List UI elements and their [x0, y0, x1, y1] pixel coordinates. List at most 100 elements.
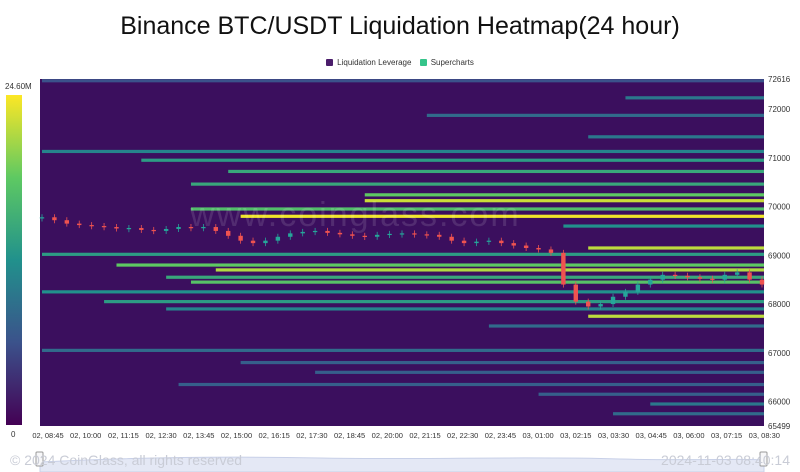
liquidation-band: [538, 392, 764, 396]
x-tick-label: 03, 03:30: [598, 431, 629, 440]
legend-label-supercharts: Supercharts: [430, 58, 474, 67]
x-axis: 02, 08:45 02, 10:00 02, 11:15 02, 12:30 02, …: [32, 431, 780, 440]
candle: [412, 233, 417, 235]
liquidation-band: [116, 263, 764, 267]
liquidation-band: [613, 412, 764, 416]
liquidation-band: [650, 402, 764, 406]
x-tick-label: 02, 13:45: [183, 431, 214, 440]
liquidation-band: [588, 314, 764, 318]
candle: [685, 275, 690, 278]
candle: [188, 227, 194, 229]
y-tick-label: 67000: [768, 349, 791, 358]
candle: [759, 279, 765, 285]
y-tick-label: 65499: [768, 422, 791, 431]
y-tick-label: 68000: [768, 300, 791, 309]
candle: [151, 229, 156, 232]
candle: [511, 243, 516, 246]
candle: [635, 284, 641, 292]
x-tick-label: 02, 11:15: [108, 431, 139, 440]
x-tick-label: 02, 08:45: [32, 431, 63, 440]
candle: [300, 231, 305, 234]
y-tick-label: 72000: [768, 105, 791, 114]
candle: [263, 240, 268, 244]
plot-background: [40, 79, 764, 426]
footer-copyright: © 2024 CoinGlass, all rights reserved: [10, 452, 243, 468]
candle: [275, 236, 281, 241]
chart-title: Binance BTC/USDT Liquidation Heatmap(24 …: [120, 12, 680, 40]
candle: [39, 217, 45, 219]
y-tick-label: 72616: [768, 75, 791, 84]
liquidation-band: [42, 290, 764, 294]
candle: [312, 230, 318, 233]
liquidation-band: [166, 275, 764, 279]
liquidation-band: [563, 224, 764, 228]
range-navigator[interactable]: [39, 456, 765, 472]
price-candles: [39, 214, 765, 310]
x-tick-label: 02, 12:30: [145, 431, 176, 440]
liquidation-band: [141, 158, 764, 162]
liquidation-band: [42, 79, 764, 83]
legend-item-supercharts[interactable]: Supercharts: [419, 58, 474, 67]
liquidation-band: [228, 169, 764, 174]
y-tick-label: 69000: [768, 251, 791, 260]
liquidation-band: [190, 207, 764, 211]
candle: [139, 227, 144, 230]
candle: [52, 217, 57, 221]
candle: [523, 245, 529, 248]
candle: [660, 274, 665, 280]
liquidation-band: [190, 182, 764, 186]
liquidation-band: [178, 382, 764, 387]
candle: [561, 252, 566, 285]
range-handle-left[interactable]: [35, 451, 44, 467]
candle: [387, 233, 392, 236]
legend-swatch-supercharts: [419, 59, 427, 66]
candle: [325, 230, 330, 233]
range-handle-right[interactable]: [759, 451, 768, 467]
candle: [734, 272, 740, 275]
liquidation-band: [315, 370, 764, 374]
candle: [226, 230, 231, 236]
candle: [213, 227, 218, 231]
candle: [548, 249, 554, 253]
liquidation-band: [166, 307, 764, 311]
candle: [710, 278, 715, 280]
candle: [362, 235, 367, 238]
x-tick-label: 03, 02:15: [560, 431, 591, 440]
liquidation-band: [588, 135, 764, 139]
liquidation-bands: [42, 79, 765, 416]
x-tick-label: 02, 20:00: [372, 431, 403, 440]
liquidation-band: [426, 113, 764, 117]
legend-item-liquidation-leverage[interactable]: Liquidation Leverage: [326, 58, 411, 67]
candle: [623, 291, 628, 297]
liquidation-band: [215, 268, 765, 272]
candle: [337, 232, 343, 235]
x-tick-label: 02, 23:45: [485, 431, 516, 440]
liquidation-band: [104, 300, 764, 304]
candle: [176, 227, 181, 229]
liquidation-band: [240, 214, 764, 218]
candle: [598, 304, 603, 307]
liquidation-band: [42, 348, 764, 352]
y-tick-label: 71000: [768, 154, 791, 163]
liquidation-band: [488, 324, 764, 328]
candle: [201, 227, 206, 229]
candle: [114, 227, 119, 229]
liquidation-band: [364, 193, 764, 197]
candle: [474, 241, 479, 244]
x-tick-label: 02, 17:30: [296, 431, 327, 440]
candle: [437, 234, 442, 237]
x-tick-label: 02, 15:00: [221, 431, 252, 440]
x-tick-label: 03, 01:00: [522, 431, 553, 440]
candle: [573, 284, 578, 302]
candle: [163, 228, 169, 231]
legend: Liquidation Leverage Supercharts: [0, 58, 800, 68]
colorbar-min-label: 0: [11, 430, 16, 439]
x-tick-label: 02, 18:45: [334, 431, 365, 440]
y-axis: 72616 72000 71000 70000 69000 68000 67000 66000…: [768, 75, 791, 431]
x-tick-label: 03, 07:15: [711, 431, 742, 440]
candle: [486, 240, 492, 242]
candle: [288, 233, 293, 237]
footer-timestamp: 2024-11-03 08:40:14: [661, 452, 790, 468]
candle: [399, 233, 405, 235]
